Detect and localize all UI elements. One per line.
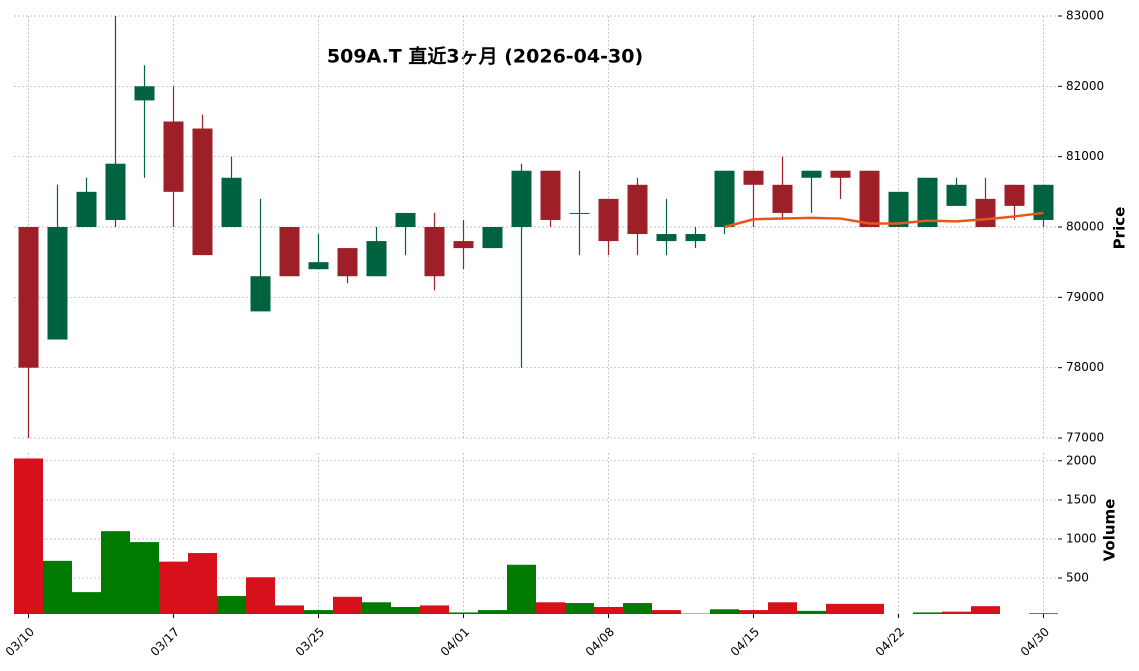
volume-bar [188,553,217,614]
candle-body [453,241,474,249]
volume-bar [420,605,449,614]
candle-body [366,241,387,277]
volume-bar [333,596,362,614]
candle-body [714,170,735,227]
volume-bar [768,602,797,614]
candle-body [1033,184,1054,220]
candle-body [975,198,996,227]
candle-body [279,227,300,277]
candle-body [917,177,938,227]
candle-body [743,170,764,185]
candle-body [47,227,68,340]
candle-body [76,191,97,227]
candle-body [569,212,590,214]
candle-body [656,234,677,242]
candle-body [946,184,967,206]
volume-bar [623,603,652,614]
y-axis-label: Volume [1101,499,1119,562]
candle-body [801,170,822,178]
candle-body [308,262,329,270]
y-tick-label: 83000 [1066,9,1104,23]
candle-body [424,227,445,277]
y-tick-label: 81000 [1066,149,1104,163]
y-tick-label: 78000 [1066,360,1104,374]
candle-body [250,276,271,312]
x-tick-label: 04/30 [1018,625,1052,659]
candle-body [482,227,503,249]
volume-bar [1029,613,1058,614]
x-tick-label: 04/15 [728,625,762,659]
volume-bar [304,610,333,614]
candle-body [221,177,242,227]
volume-bar [14,458,43,614]
volume-bar [72,592,101,614]
candle-body [1004,184,1025,206]
candle-body [627,184,648,235]
moving-average-line [724,211,1044,229]
volume-bar [942,611,971,614]
volume-bar [594,606,623,614]
y-tick-label: 79000 [1066,290,1104,304]
candle-body [395,212,416,227]
y-tick-label: 80000 [1066,220,1104,234]
volume-bar [710,609,739,614]
volume-bar [971,606,1000,614]
y-tick-label: 500 [1066,571,1089,585]
volume-bar [275,605,304,614]
volume-bar [478,610,507,614]
candle-body [830,170,851,178]
candle-body [337,248,358,277]
y-tick-label: 1500 [1066,492,1097,506]
x-tick-label: 04/08 [583,625,617,659]
candle-body [888,191,909,227]
volume-bar [652,610,681,614]
candle-body [685,234,706,242]
chart-title: 509A.T 直近3ヶ月 (2026-04-30) [327,45,643,68]
volume-bar [449,612,478,614]
x-tick-label: 04/01 [438,625,472,659]
volume-bar [43,560,72,614]
candle-body [859,170,880,227]
volume-bar [362,602,391,614]
candle-body [105,163,126,220]
candle-body [511,170,532,227]
candle-body [540,170,561,220]
volume-bar [565,603,594,614]
candle-body [192,128,213,256]
y-tick-label: 77000 [1066,431,1104,445]
candle-body [598,198,619,242]
candle-body [134,86,155,101]
volume-bar [217,596,246,614]
x-tick-label: 03/25 [293,625,327,659]
candle-body [772,184,793,213]
y-tick-label: 82000 [1066,79,1104,93]
volume-bar [826,603,855,614]
y-tick-label: 1000 [1066,531,1097,545]
volume-bar [391,606,420,614]
volume-bar [159,561,188,614]
volume-bar [739,610,768,614]
volume-bar [101,531,130,614]
volume-bar [536,602,565,614]
y-axis-label: Price [1111,207,1129,250]
volume-bar [797,610,826,614]
candle-body [163,121,184,192]
volume-bar [246,577,275,614]
volume-bar [130,542,159,614]
x-tick-label: 03/10 [3,625,37,659]
y-tick-label: 2000 [1066,453,1097,467]
volume-bar [913,612,942,614]
volume-bar [855,603,884,614]
x-tick-label: 04/22 [873,625,907,659]
volume-bar [507,564,536,614]
x-tick-label: 03/17 [148,625,182,659]
candle-body [18,227,39,368]
